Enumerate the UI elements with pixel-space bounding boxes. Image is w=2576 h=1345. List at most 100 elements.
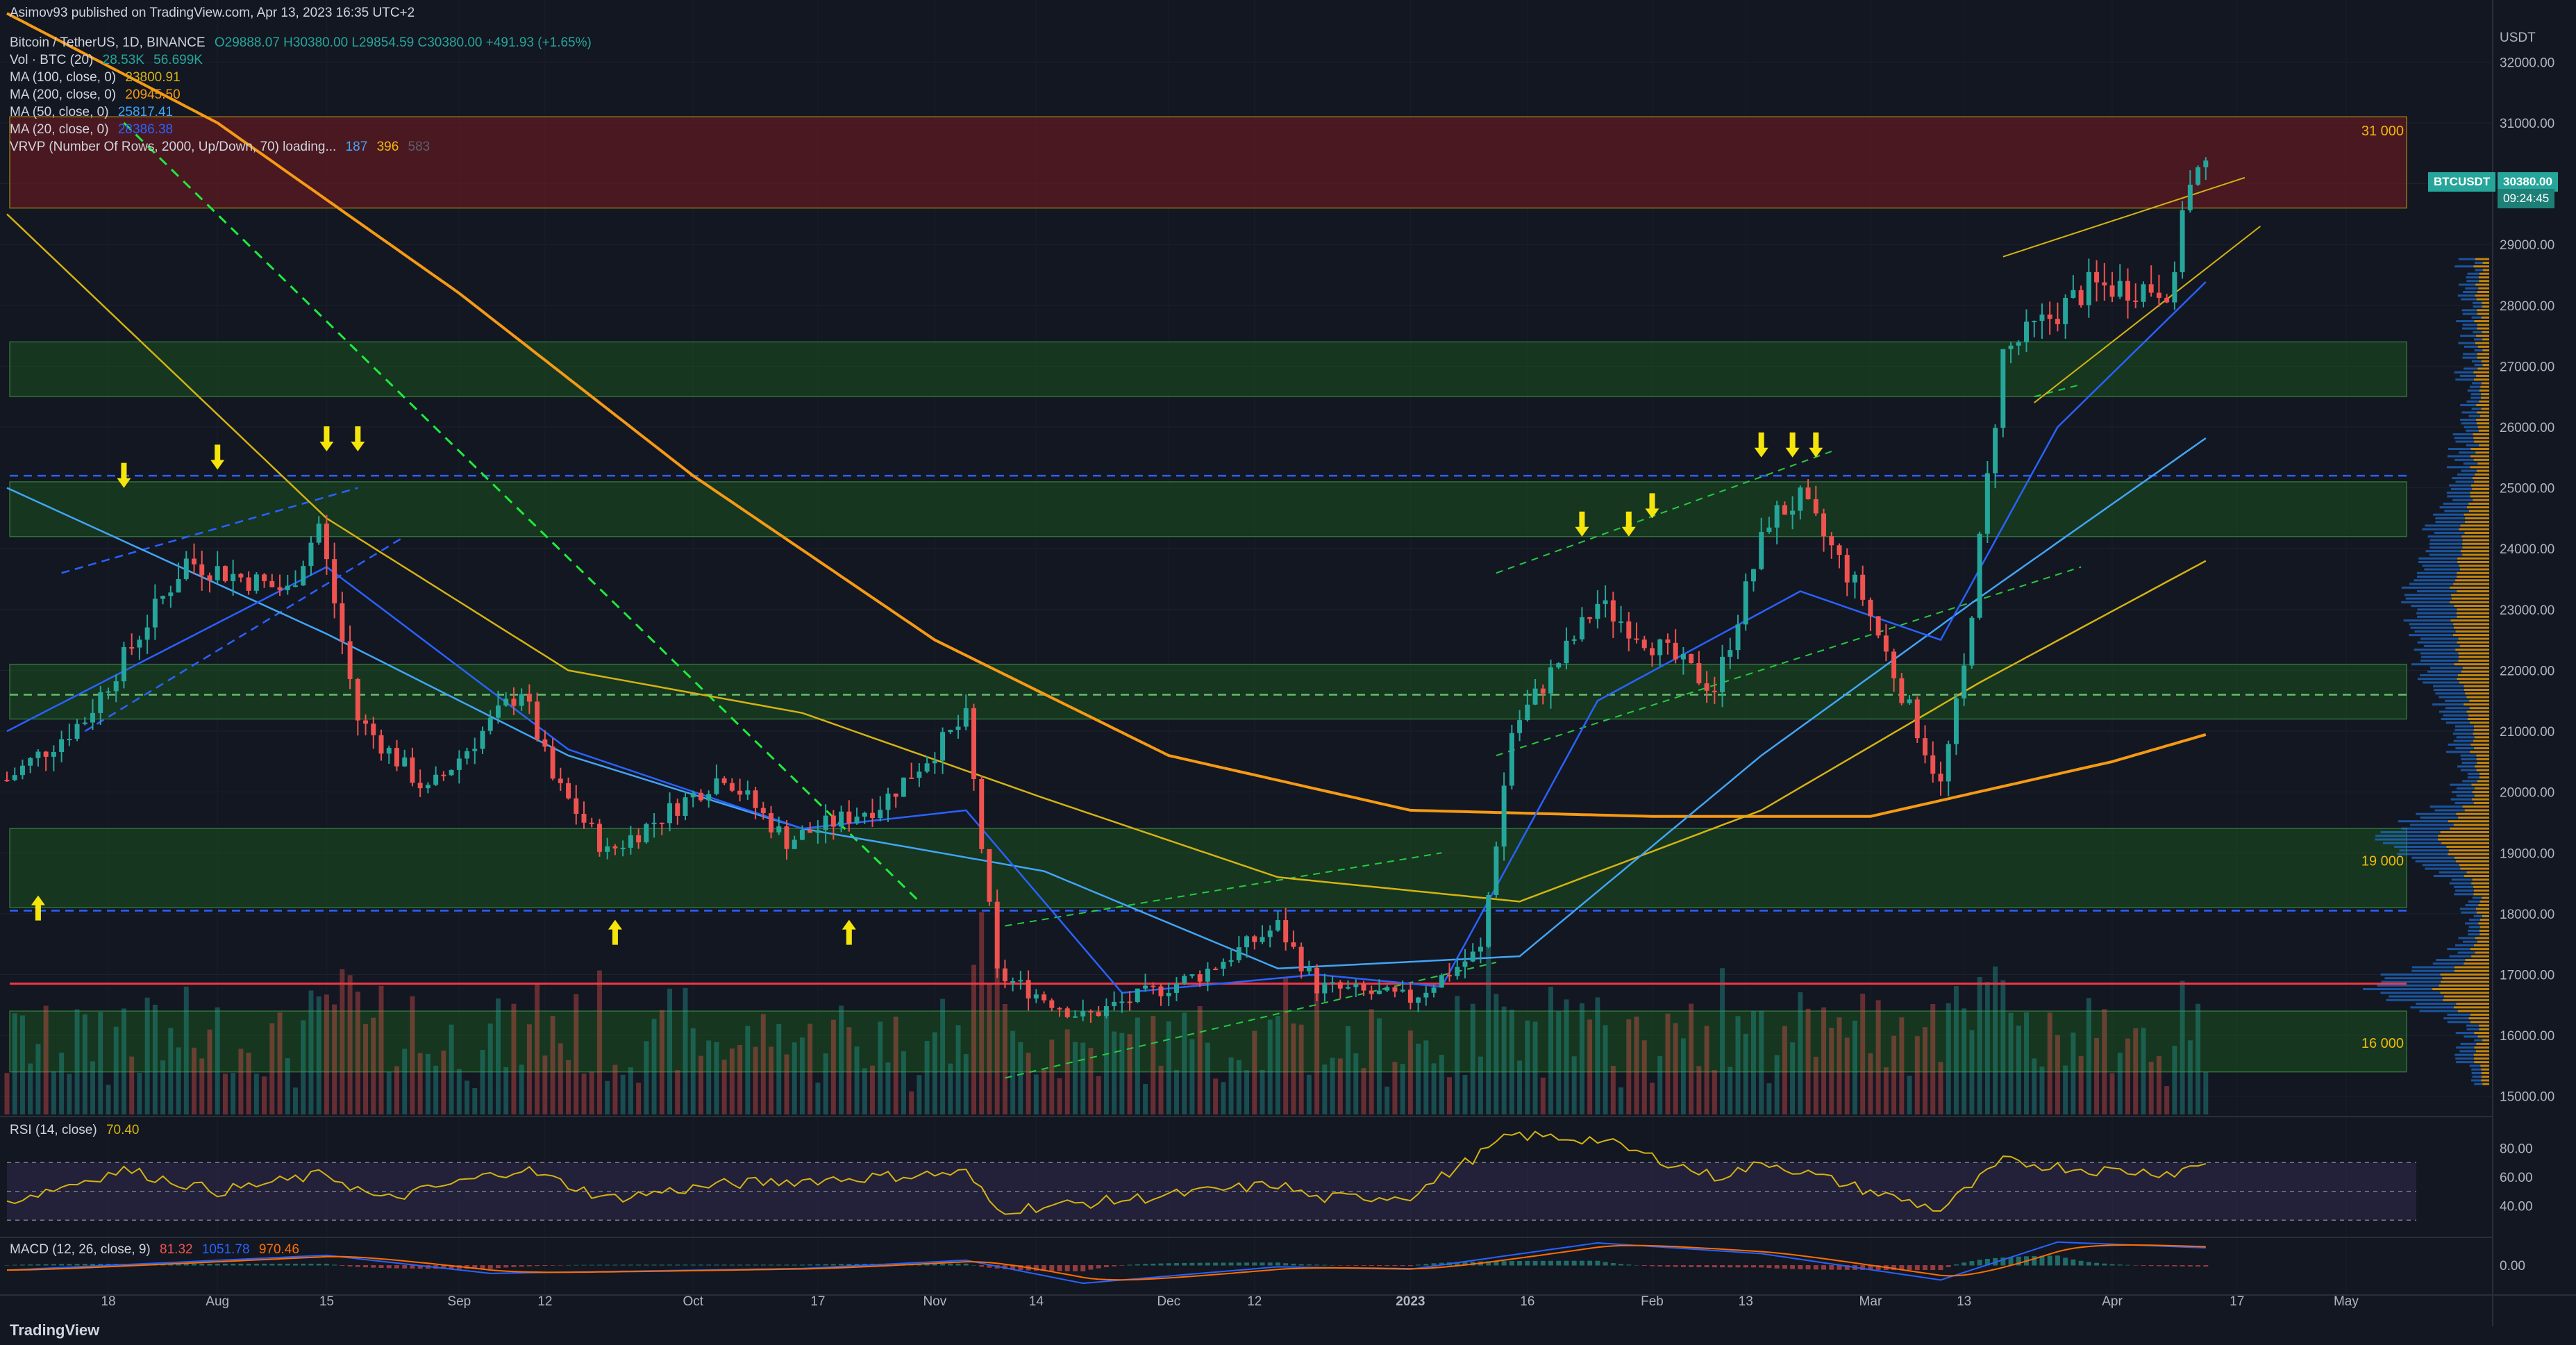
volume-bar <box>1626 1019 1632 1114</box>
profile-bar <box>2456 736 2475 739</box>
profile-bar <box>2466 710 2489 713</box>
volume-bar <box>526 1024 532 1114</box>
macd-histogram-bar <box>1400 1265 1405 1267</box>
profile-bar <box>2472 487 2489 490</box>
time-tick-label: 14 <box>1029 1294 1044 1309</box>
profile-bar <box>2460 769 2477 771</box>
profile-bar <box>2477 356 2489 359</box>
volume-bar <box>1969 1030 1975 1114</box>
time-tick-label: 16 <box>1520 1294 1534 1309</box>
profile-bar <box>2411 856 2454 859</box>
candle-body <box>1236 947 1241 960</box>
volume-bar <box>1400 1064 1405 1114</box>
profile-bar <box>2416 571 2457 574</box>
volume-bar <box>1182 1012 1187 1114</box>
volume-bar <box>2008 1012 2014 1114</box>
candle-body <box>1462 961 1468 967</box>
profile-bar <box>2470 484 2489 487</box>
profile-bar <box>2427 670 2461 673</box>
profile-bar <box>2454 801 2474 804</box>
ma100-label: MA (100, close, 0) <box>10 70 117 85</box>
legend-ma200[interactable]: MA (200, close, 0) 20945.50 <box>10 87 186 103</box>
candle-body <box>1244 936 1250 948</box>
profile-bar <box>2464 703 2489 706</box>
volume-bar <box>994 964 1000 1114</box>
legend-ma50[interactable]: MA (50, close, 0) 25817.41 <box>10 104 178 121</box>
time-tick-label: Aug <box>206 1294 229 1309</box>
candle-body <box>1330 982 1335 984</box>
profile-bar <box>2481 1068 2489 1071</box>
profile-bar <box>2463 353 2477 356</box>
candle-body <box>1306 967 1312 971</box>
macd-line <box>6 1241 2206 1285</box>
candle-body <box>1486 894 1491 947</box>
candle-body <box>535 701 540 740</box>
candle-body <box>1283 920 1289 943</box>
symbol-title[interactable]: Bitcoin / TetherUS, 1D, BINANCE <box>10 35 206 50</box>
profile-bar <box>2482 914 2489 917</box>
profile-bar <box>2433 688 2464 691</box>
candle-body <box>269 580 275 587</box>
profile-bar <box>2470 751 2489 753</box>
macd-histogram-bar <box>472 1265 478 1269</box>
volume-bar <box>1603 1025 1608 1114</box>
ma50-value: 25817.41 <box>117 105 174 119</box>
profile-bar <box>2475 937 2489 939</box>
legend-ma100[interactable]: MA (100, close, 0) 23800.91 <box>10 69 186 86</box>
candle-body <box>316 524 321 543</box>
legend-macd[interactable]: MACD (12, 26, close, 9) 81.32 1051.78 97… <box>10 1242 305 1258</box>
profile-bar <box>2446 466 2470 469</box>
macd-histogram-bar <box>1556 1260 1562 1266</box>
candle-body <box>1010 981 1016 983</box>
candle-body <box>940 732 946 761</box>
legend-rsi[interactable]: RSI (14, close) 70.40 <box>10 1122 144 1139</box>
price-zones <box>9 116 2407 1073</box>
profile-bar <box>2462 539 2489 542</box>
candle-body <box>1173 983 1179 993</box>
profile-bar <box>2460 403 2477 406</box>
legend-volume[interactable]: Vol · BTC (20) 28.53K 56.699K <box>10 52 208 69</box>
macd-histogram-bar <box>1494 1261 1499 1266</box>
profile-bar <box>2460 867 2489 870</box>
candle-body <box>1673 642 1678 660</box>
down-arrow-icon <box>1575 511 1589 537</box>
volume-bar <box>1088 1048 1094 1114</box>
candle-body <box>1042 994 1047 1001</box>
volume-bar <box>784 1054 789 1114</box>
candle-body <box>901 777 906 797</box>
macd-histogram-bar <box>1283 1263 1289 1266</box>
volume-bar <box>465 1080 470 1114</box>
volume-bar <box>830 1019 836 1114</box>
volume-bar <box>1314 991 1320 1114</box>
tradingview-logo[interactable]: TradingView <box>10 1321 99 1339</box>
legend-ma20[interactable]: MA (20, close, 0) 28386.38 <box>10 122 178 138</box>
macd-histogram-bar <box>1455 1262 1460 1266</box>
legend-vrvp[interactable]: VRVP (Number Of Rows, 2000, Up/Down, 70)… <box>10 139 435 156</box>
volume-bar <box>659 1010 664 1114</box>
candle-body <box>581 813 587 823</box>
profile-bar <box>2481 360 2489 362</box>
profile-bar <box>2450 487 2473 490</box>
profile-bar <box>2479 444 2489 446</box>
price-tag-countdown: 09:24:45 <box>2498 189 2555 208</box>
profile-bar <box>2459 1050 2476 1053</box>
candle-body <box>1407 989 1413 1003</box>
profile-bar <box>2457 608 2489 611</box>
macd-histogram-bar <box>1096 1265 1101 1269</box>
macd-histogram-bar <box>1868 1265 1873 1270</box>
candle-body <box>1470 951 1475 962</box>
candle-body <box>137 640 142 648</box>
profile-bar <box>2435 521 2466 524</box>
volume-bar <box>487 1024 493 1114</box>
profile-bar <box>2474 1032 2489 1035</box>
candle-body <box>168 592 174 596</box>
profile-bar <box>2422 864 2459 867</box>
candle-body <box>1103 1006 1109 1017</box>
macd-histogram-bar <box>4 1265 10 1266</box>
profile-bar <box>2441 718 2468 721</box>
ohlc-values: O29888.07 H30380.00 L29854.59 C30380.00 … <box>214 35 592 50</box>
profile-bar <box>2457 473 2475 476</box>
candle-body <box>1158 986 1164 996</box>
macd-histogram-bar <box>2047 1255 2052 1266</box>
